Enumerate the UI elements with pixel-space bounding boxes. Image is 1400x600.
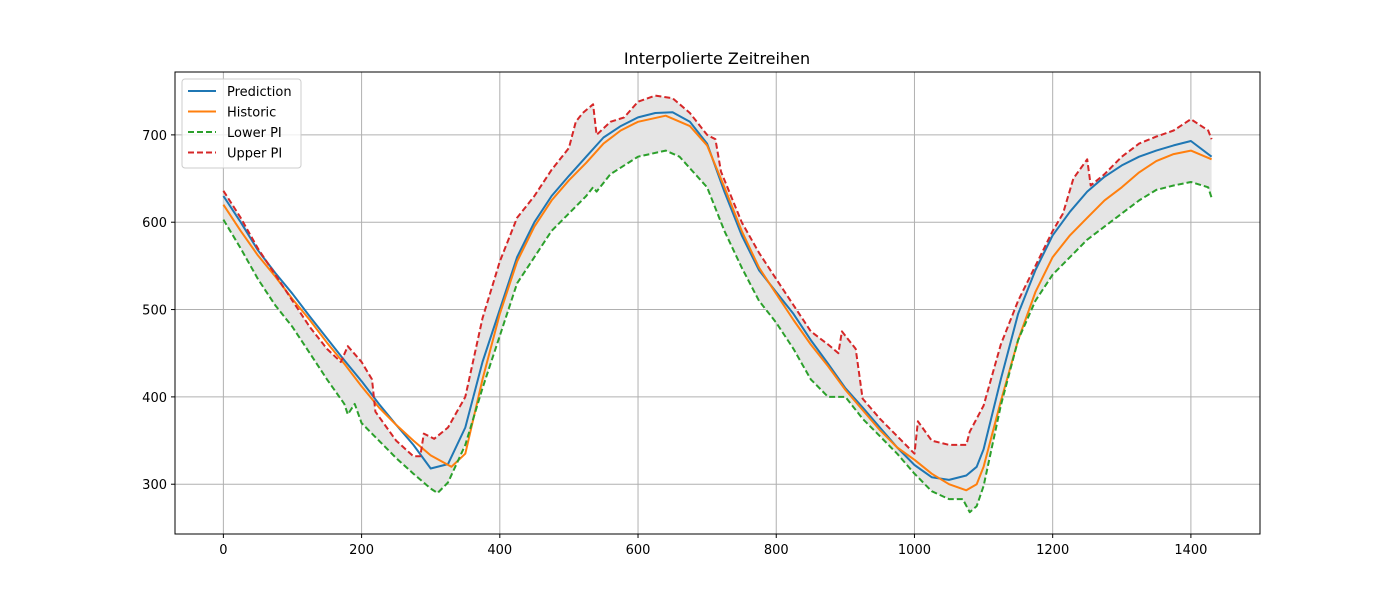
y-tick-label: 400 — [142, 391, 167, 406]
chart-title: Interpolierte Zeitreihen — [624, 49, 810, 68]
historic-line — [222, 114, 1212, 492]
x-tick-label: 0 — [219, 543, 227, 558]
y-axis-ticks: 300 400 500 600 700 — [142, 129, 175, 493]
series-lines — [222, 94, 1213, 514]
legend-label-historic: Historic — [227, 106, 276, 121]
legend-label-upper-pi: Upper PI — [227, 147, 282, 162]
x-tick-label: 1200 — [1036, 543, 1069, 558]
y-tick-label: 700 — [142, 129, 167, 144]
legend-box — [181, 78, 302, 169]
plot-area: 0 200 400 600 800 1000 1200 1400 300 400 500 600 70… — [142, 71, 1261, 558]
plot-background — [175, 72, 1260, 534]
x-tick-label: 1400 — [1174, 543, 1207, 558]
y-tick-label: 300 — [142, 478, 167, 493]
x-tick-label: 400 — [487, 543, 512, 558]
x-tick-label: 200 — [349, 543, 374, 558]
x-tick-label: 1000 — [898, 543, 931, 558]
x-axis-ticks: 0 200 400 600 800 1000 1200 1400 — [219, 534, 1207, 558]
lower-pi-line — [222, 149, 1213, 514]
upper-pi-line — [222, 94, 1213, 458]
x-tick-label: 600 — [626, 543, 651, 558]
legend-label-prediction: Prediction — [227, 85, 292, 100]
legend-label-lower-pi: Lower PI — [227, 126, 282, 141]
y-tick-label: 600 — [142, 216, 167, 231]
axes-frame — [174, 71, 1261, 535]
legend: Prediction Historic Lower PI Upper PI — [181, 78, 302, 169]
y-tick-label: 500 — [142, 304, 167, 319]
x-tick-label: 800 — [764, 543, 789, 558]
